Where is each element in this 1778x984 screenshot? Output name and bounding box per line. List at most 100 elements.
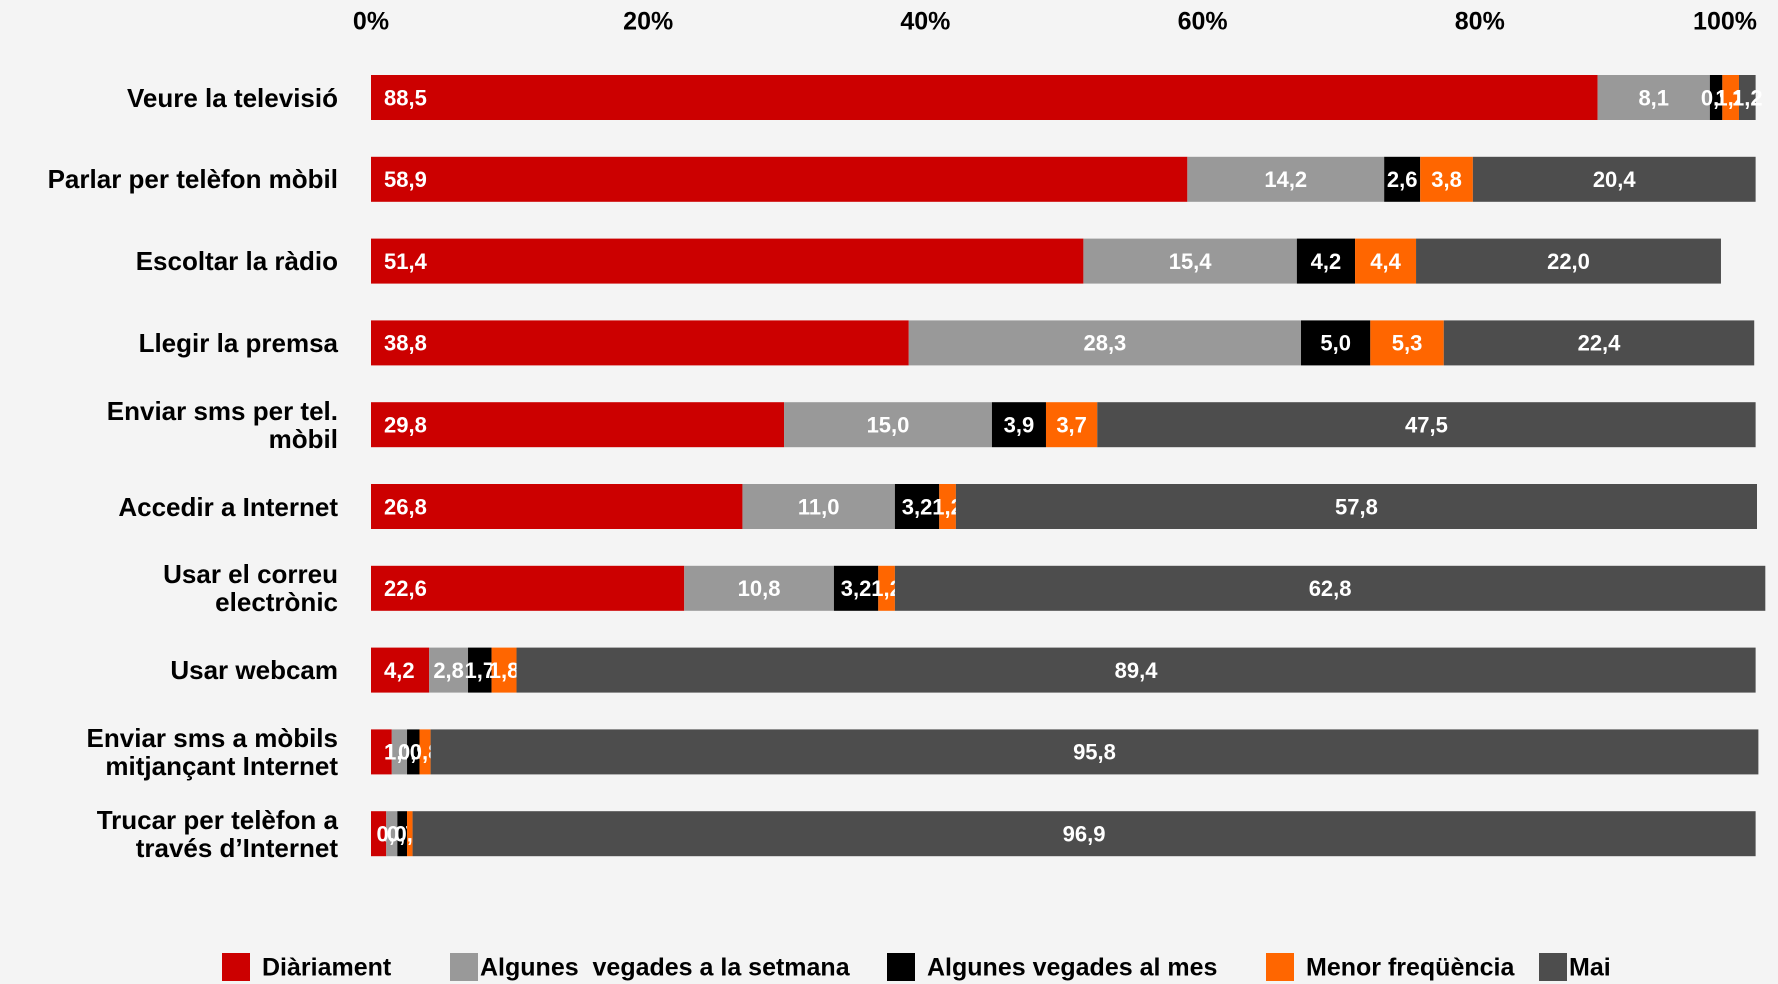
data-label: 5,0 — [1320, 331, 1351, 356]
data-label: 3,7 — [1056, 413, 1087, 438]
bar-segment — [371, 238, 1084, 284]
legend-swatch — [1539, 953, 1567, 981]
bar-segment — [1296, 238, 1356, 284]
bar-segment — [784, 402, 992, 448]
bar-segment — [371, 565, 685, 611]
bar-segment — [1187, 156, 1385, 202]
bar-segment — [491, 647, 517, 693]
data-label: 1,2 — [1732, 85, 1763, 110]
legend-label: Menor freqüència — [1306, 954, 1515, 982]
data-label: 3,2 — [841, 576, 872, 601]
data-label: 4,2 — [384, 658, 415, 683]
bar-segment — [407, 811, 413, 857]
category-label: Accedir a Internet — [118, 491, 338, 522]
data-label: 88,5 — [384, 85, 427, 110]
bar-segment — [1045, 402, 1098, 448]
bar-segment — [1416, 238, 1721, 284]
data-label: 20,4 — [1593, 167, 1637, 192]
data-label: 22,4 — [1578, 331, 1622, 356]
data-label: 8,1 — [1638, 85, 1669, 110]
bar-segment — [371, 484, 743, 529]
bar-segment — [371, 156, 1188, 202]
x-tick-label: 60% — [1178, 8, 1228, 36]
x-tick-label: 40% — [900, 8, 950, 36]
bar-segment — [1301, 320, 1371, 366]
bar-segment — [371, 402, 785, 448]
data-label: 2,6 — [1387, 167, 1418, 192]
data-label: 2,8 — [433, 658, 464, 683]
bar-segment — [1738, 75, 1756, 120]
data-label: 1,7 — [465, 658, 496, 683]
data-label: 3,2 — [902, 494, 933, 519]
category-label: Enviar sms per tel. mòbil — [106, 395, 338, 454]
bar-segment — [371, 729, 392, 775]
data-label: 58,9 — [384, 167, 427, 192]
bar-segment — [1355, 238, 1417, 284]
bar-segment — [407, 729, 420, 775]
data-label: 57,8 — [1335, 494, 1378, 519]
legend-label: Algunes vegades al mes — [927, 954, 1217, 982]
bar-segment — [397, 811, 408, 857]
bar-segment — [516, 647, 1756, 693]
legend-label: Algunes vegades a la setmana — [480, 954, 851, 982]
bar-segment — [419, 729, 431, 775]
legend-swatch — [1266, 953, 1294, 981]
bar-segment — [1420, 156, 1473, 202]
category-label: Llegir la premsa — [138, 327, 338, 358]
category-label: Trucar per telèfon a través d’Internet — [96, 804, 338, 863]
data-label: 38,8 — [384, 331, 427, 356]
legend-swatch — [887, 953, 915, 981]
bar-segment — [991, 402, 1046, 448]
data-label: 95,8 — [1073, 740, 1116, 765]
data-label: 96,9 — [1063, 822, 1106, 847]
bar-segment — [894, 565, 1766, 611]
bar-segment — [742, 484, 895, 529]
bar-segment — [684, 565, 834, 611]
data-label: 5,3 — [1392, 331, 1423, 356]
category-label: Usar el correu electrònic — [163, 559, 338, 618]
data-label: 22,0 — [1547, 249, 1590, 274]
x-tick-label: 0% — [353, 8, 389, 36]
data-label: 3,9 — [1004, 413, 1035, 438]
bar-segment — [429, 647, 469, 693]
bar-segment — [939, 484, 956, 529]
bar-segment — [371, 811, 387, 857]
bar-segment — [1443, 320, 1755, 366]
data-label: 4,4 — [1370, 249, 1401, 274]
data-label: 89,4 — [1115, 658, 1159, 683]
legend-swatch — [222, 953, 250, 981]
bar-segment — [1097, 402, 1756, 448]
bar-segment — [412, 811, 1756, 857]
bar-segment — [1472, 156, 1756, 202]
x-tick-label: 20% — [623, 8, 673, 36]
bar-segment — [1370, 320, 1444, 366]
category-label: Escoltar la ràdio — [135, 246, 338, 277]
bar-segment — [468, 647, 492, 693]
bar-segment — [371, 647, 430, 693]
data-label: 14,2 — [1264, 167, 1307, 192]
data-label: 15,0 — [867, 413, 910, 438]
x-tick-label: 80% — [1455, 8, 1505, 36]
category-label: Parlar per telèfon mòbil — [47, 164, 338, 195]
bar-segment — [1597, 75, 1710, 120]
data-label: 11,0 — [798, 494, 840, 519]
data-label: 10,8 — [738, 576, 781, 601]
data-label: 51,4 — [384, 249, 428, 274]
bar-segment — [1722, 75, 1739, 120]
bar-segment — [1709, 75, 1723, 120]
bar-segment — [371, 75, 1598, 120]
category-label: Enviar sms a mòbils mitjançant Internet — [86, 722, 338, 781]
bar-segment — [878, 565, 895, 611]
data-label: 4,2 — [1311, 249, 1342, 274]
bar-segment — [955, 484, 1757, 529]
x-tick-label: 100% — [1693, 8, 1757, 36]
legend-label: Diàriament — [262, 954, 392, 982]
bar-segment — [1384, 156, 1421, 202]
bar-segment — [1083, 238, 1297, 284]
category-label: Usar webcam — [170, 655, 338, 686]
data-label: 15,4 — [1169, 249, 1213, 274]
bar-segment — [430, 729, 1759, 775]
data-label: 29,8 — [384, 413, 427, 438]
